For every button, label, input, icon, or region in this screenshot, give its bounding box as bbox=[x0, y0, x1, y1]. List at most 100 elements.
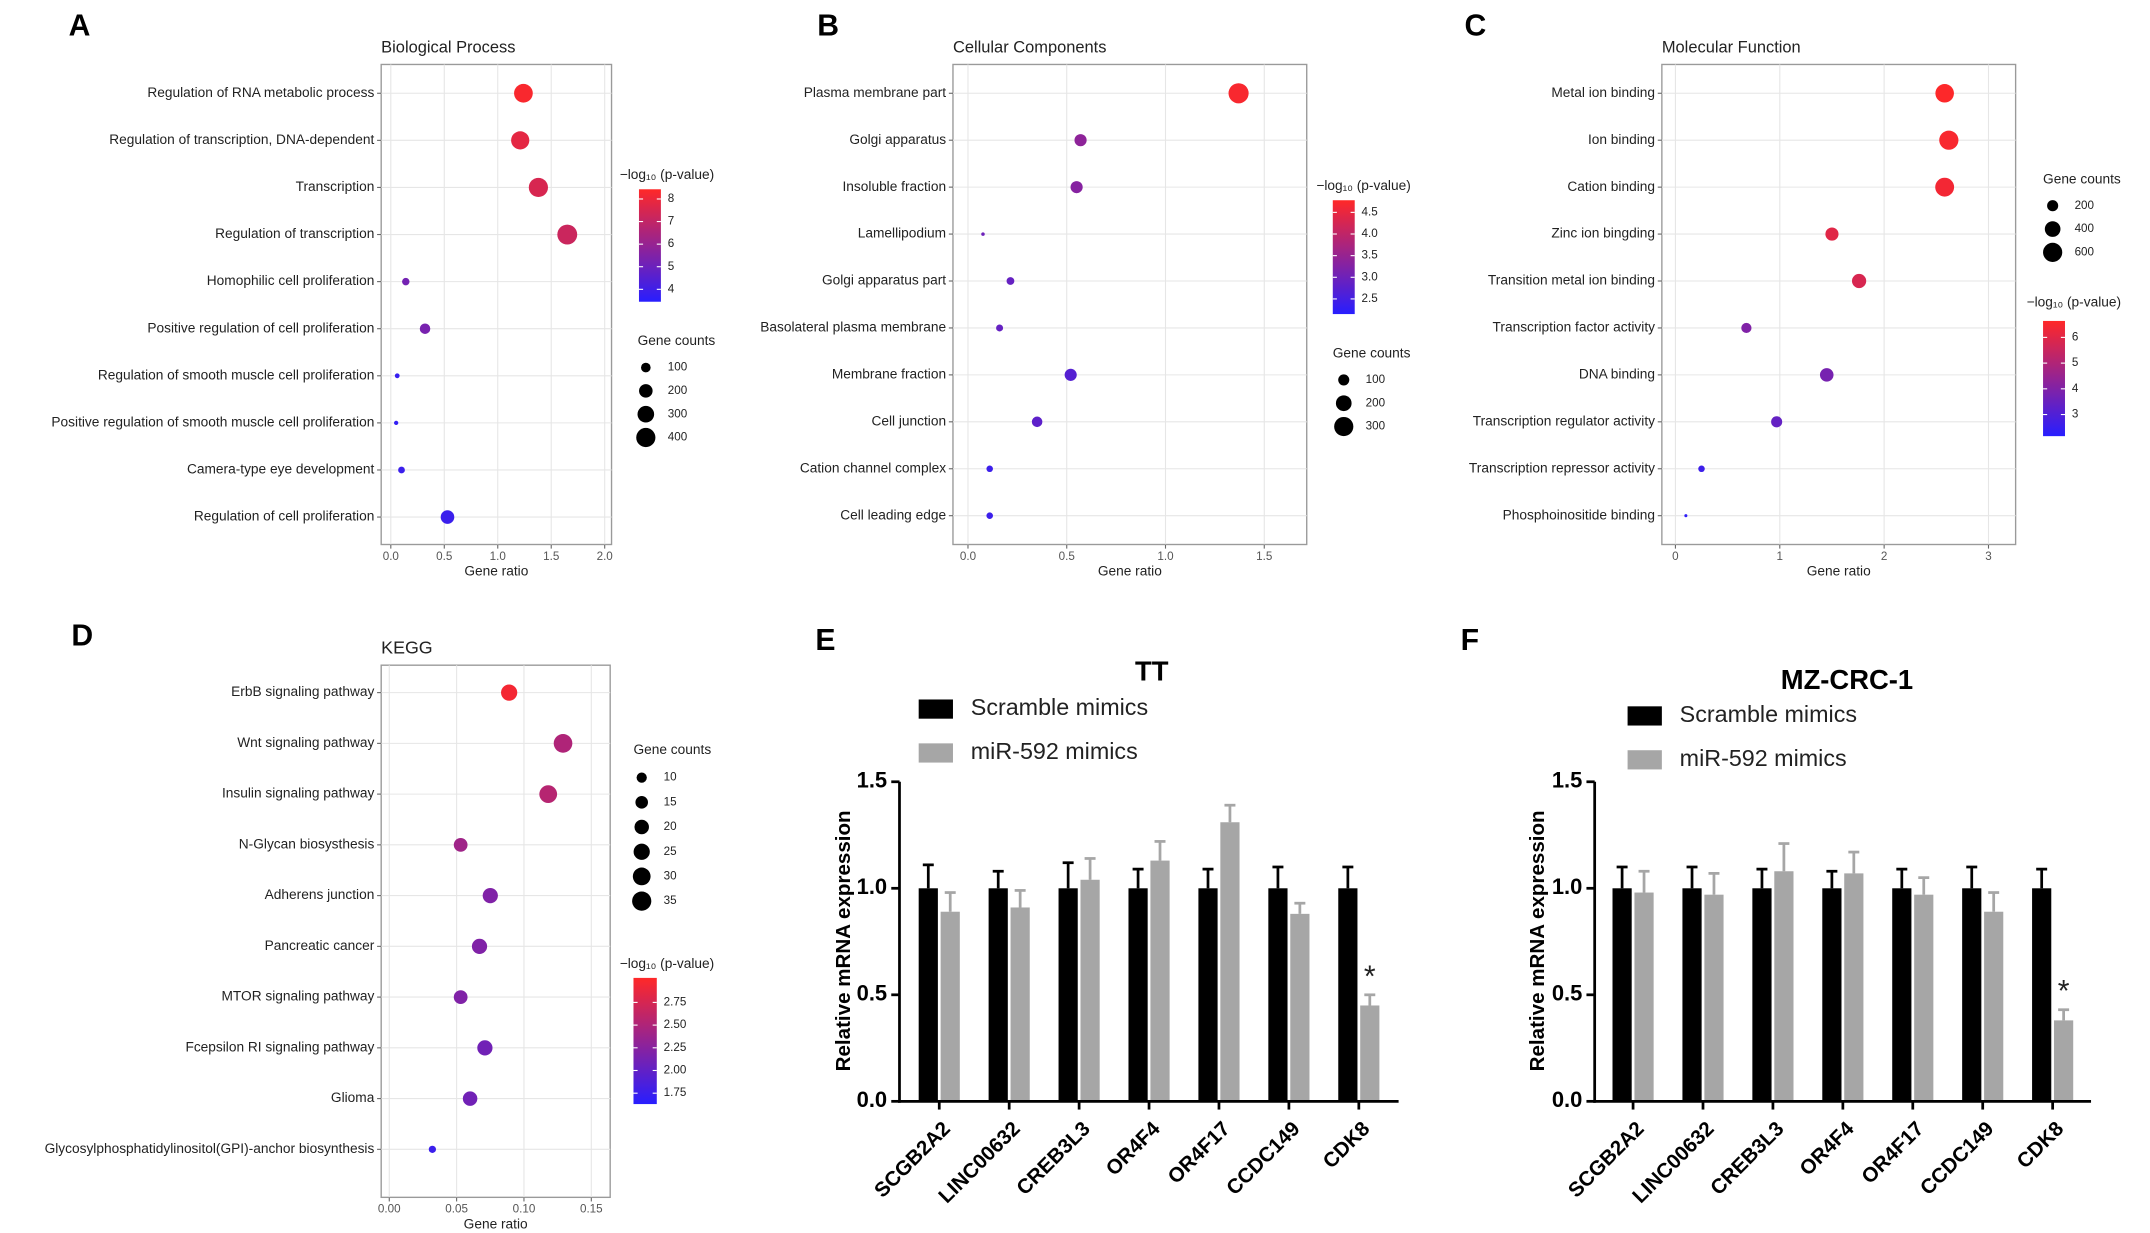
y-tick-label: Metal ion binding bbox=[1551, 85, 1655, 100]
size-legend-label: 400 bbox=[668, 431, 688, 444]
y-tick-label: 0.5 bbox=[857, 981, 887, 1006]
size-legend-key bbox=[639, 384, 653, 398]
y-tick-label: Cation binding bbox=[1567, 179, 1655, 194]
chart-title: MZ-CRC-1 bbox=[1781, 664, 1913, 695]
x-tick-label: 0.0 bbox=[960, 550, 977, 563]
x-tick-label: CREB3L3 bbox=[1706, 1117, 1789, 1200]
y-tick-label: ErbB signaling pathway bbox=[231, 684, 374, 699]
bubble bbox=[1939, 130, 1959, 150]
bar bbox=[1080, 879, 1100, 1102]
y-axis-label: Relative mRNA expression bbox=[832, 810, 855, 1071]
x-tick-label: 1.5 bbox=[543, 550, 559, 563]
colorbar-label: 4 bbox=[2072, 382, 2079, 395]
chart-title: Biological Process bbox=[381, 38, 515, 56]
color-legend-title: −log₁₀ (p-value) bbox=[620, 167, 714, 182]
colorbar-label: 7 bbox=[668, 215, 674, 228]
y-tick-label: Glioma bbox=[331, 1090, 375, 1105]
bubble bbox=[1741, 322, 1752, 334]
y-tick-label: Basolateral plasma membrane bbox=[760, 320, 946, 335]
legend-label: miR-592 mimics bbox=[971, 738, 1138, 764]
colorbar-label: 2.5 bbox=[1362, 292, 1378, 305]
bubble bbox=[981, 232, 985, 236]
legend-key bbox=[1627, 750, 1662, 770]
y-tick-label: Cation channel complex bbox=[800, 460, 946, 475]
y-tick-label: 1.0 bbox=[1552, 874, 1582, 899]
bubble bbox=[553, 734, 573, 753]
chart-title: TT bbox=[1135, 656, 1169, 687]
size-legend-key bbox=[632, 891, 652, 911]
bubble bbox=[528, 177, 548, 198]
x-tick-label: 2 bbox=[1881, 550, 1887, 563]
bar bbox=[1268, 888, 1288, 1102]
panel-letter: C bbox=[1464, 9, 1486, 42]
y-tick-label: N-Glycan biosysthesis bbox=[239, 836, 375, 851]
color-legend-title: −log₁₀ (p-value) bbox=[620, 956, 714, 971]
bubble bbox=[514, 83, 533, 103]
panel-letter: F bbox=[1461, 624, 1479, 657]
bar bbox=[1360, 1005, 1380, 1102]
size-legend-key bbox=[637, 405, 655, 423]
legend-key bbox=[1627, 706, 1662, 726]
bubble bbox=[394, 373, 400, 379]
colorbar-label: 1.75 bbox=[664, 1086, 687, 1099]
bar bbox=[1198, 888, 1218, 1102]
size-legend-key bbox=[2044, 221, 2061, 237]
x-axis-label: Gene ratio bbox=[1807, 564, 1871, 579]
legend-label: Scramble mimics bbox=[1680, 701, 1857, 727]
color-legend-title: −log₁₀ (p-value) bbox=[2027, 295, 2121, 310]
x-axis-label: Gene ratio bbox=[464, 1216, 528, 1231]
x-tick-label: 0.5 bbox=[1059, 550, 1075, 563]
bubble bbox=[402, 277, 410, 286]
y-tick-label: Zinc ion bingding bbox=[1551, 226, 1655, 241]
color-legend-title: −log₁₀ (p-value) bbox=[1316, 178, 1410, 193]
x-tick-label: CDK8 bbox=[2012, 1117, 2068, 1173]
bar bbox=[1822, 888, 1842, 1102]
chart-title: KEGG bbox=[381, 637, 432, 657]
size-legend-key bbox=[636, 772, 647, 783]
y-tick-label: Transcription repressor activity bbox=[1469, 460, 1655, 475]
x-tick-label: CDK8 bbox=[1319, 1117, 1375, 1173]
bar bbox=[2032, 888, 2052, 1102]
y-tick-label: Pancreatic cancer bbox=[265, 938, 375, 953]
y-tick-label: Glycosylphosphatidylinositol(GPI)-anchor… bbox=[45, 1141, 375, 1156]
y-tick-label: Regulation of cell proliferation bbox=[194, 509, 375, 524]
y-tick-label: 1.5 bbox=[857, 768, 887, 793]
panel-letter: E bbox=[815, 624, 835, 657]
chart-title: Molecular Function bbox=[1662, 38, 1801, 56]
bubble bbox=[1064, 368, 1077, 381]
x-tick-label: OR4F17 bbox=[1163, 1117, 1234, 1188]
size-legend-label: 10 bbox=[664, 771, 677, 784]
bar bbox=[1010, 907, 1030, 1102]
bubble bbox=[1819, 368, 1834, 382]
bubble bbox=[471, 938, 488, 954]
y-tick-label: Positive regulation of smooth muscle cel… bbox=[51, 415, 374, 430]
bubble bbox=[539, 785, 558, 804]
legend-key bbox=[918, 743, 953, 763]
size-legend-label: 600 bbox=[2075, 245, 2095, 258]
bubble bbox=[462, 1091, 478, 1106]
colorbar-label: 4 bbox=[668, 282, 675, 295]
y-tick-label: Transcription factor activity bbox=[1493, 320, 1656, 335]
colorbar-label: 6 bbox=[668, 237, 674, 250]
y-tick-label: Transition metal ion binding bbox=[1488, 273, 1655, 288]
colorbar-label: 5 bbox=[2072, 356, 2078, 369]
bar bbox=[1220, 822, 1240, 1102]
size-legend-key bbox=[2047, 200, 2059, 212]
bar bbox=[1612, 888, 1632, 1102]
bar bbox=[1290, 913, 1310, 1102]
bar bbox=[1058, 888, 1078, 1102]
size-legend-label: 35 bbox=[664, 894, 677, 907]
bar bbox=[988, 888, 1008, 1102]
colorbar-label: 2.50 bbox=[664, 1018, 687, 1031]
size-legend-label: 100 bbox=[668, 361, 688, 374]
size-legend-label: 25 bbox=[664, 845, 677, 858]
y-tick-label: 1.0 bbox=[857, 874, 887, 899]
bubble bbox=[453, 990, 468, 1004]
x-tick-label: 0.15 bbox=[580, 1203, 603, 1216]
x-tick-label: 0.0 bbox=[383, 550, 400, 563]
y-tick-label: Adherens junction bbox=[265, 887, 375, 902]
colorbar-label: 8 bbox=[668, 192, 674, 205]
bubble bbox=[1935, 177, 1955, 197]
colorbar-label: 3.0 bbox=[1362, 270, 1379, 283]
